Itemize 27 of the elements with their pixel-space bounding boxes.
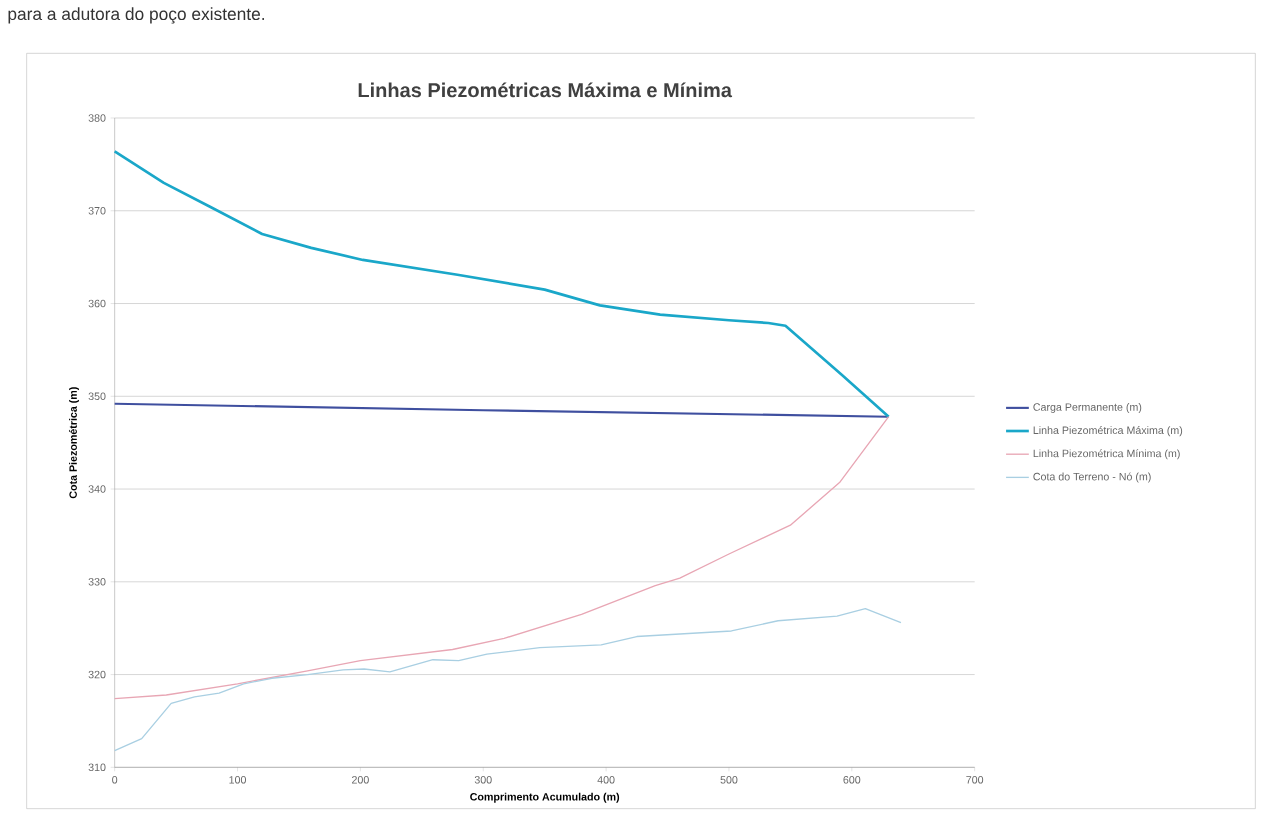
x-tick-label: 200 <box>352 776 369 784</box>
x-tick-label: 100 <box>229 776 247 784</box>
y-tick-label: 360 <box>88 299 106 308</box>
x-tick-label: 700 <box>966 776 984 784</box>
x-tick-label: 300 <box>474 776 492 784</box>
x-axis-title: Comprimento Acumulado (m) <box>470 792 620 803</box>
y-tick-label: 330 <box>88 578 106 586</box>
line-series <box>114 608 902 752</box>
line-series <box>113 150 891 419</box>
chart-title: Linhas Piezométricas Máxima e Mínima <box>358 82 733 98</box>
y-tick-label: 320 <box>88 670 106 679</box>
legend-label: Linha Piezométrica Máxima (m) <box>1033 426 1183 437</box>
legend-label: Cota do Terreno - Nó (m) <box>1033 472 1151 483</box>
y-tick-label: 370 <box>88 206 106 215</box>
x-tick-label: 0 <box>112 776 118 784</box>
x-tick-label: 400 <box>597 776 615 784</box>
y-axis-title: Cota Piezométrica (m) <box>68 387 80 499</box>
text: para a adutora do poço existente. <box>8 7 265 24</box>
x-tick-label: 500 <box>720 776 738 784</box>
y-tick-label: 380 <box>88 114 106 122</box>
y-tick-label: 350 <box>88 392 106 401</box>
legend-label: Carga Permanente (m) <box>1033 403 1142 413</box>
line-series <box>114 416 890 700</box>
y-tick-label: 340 <box>88 485 106 493</box>
y-tick-label: 310 <box>88 763 106 772</box>
x-tick-label: 600 <box>843 776 861 784</box>
legend-label: Linha Piezométrica Mínima (m) <box>1033 449 1180 460</box>
